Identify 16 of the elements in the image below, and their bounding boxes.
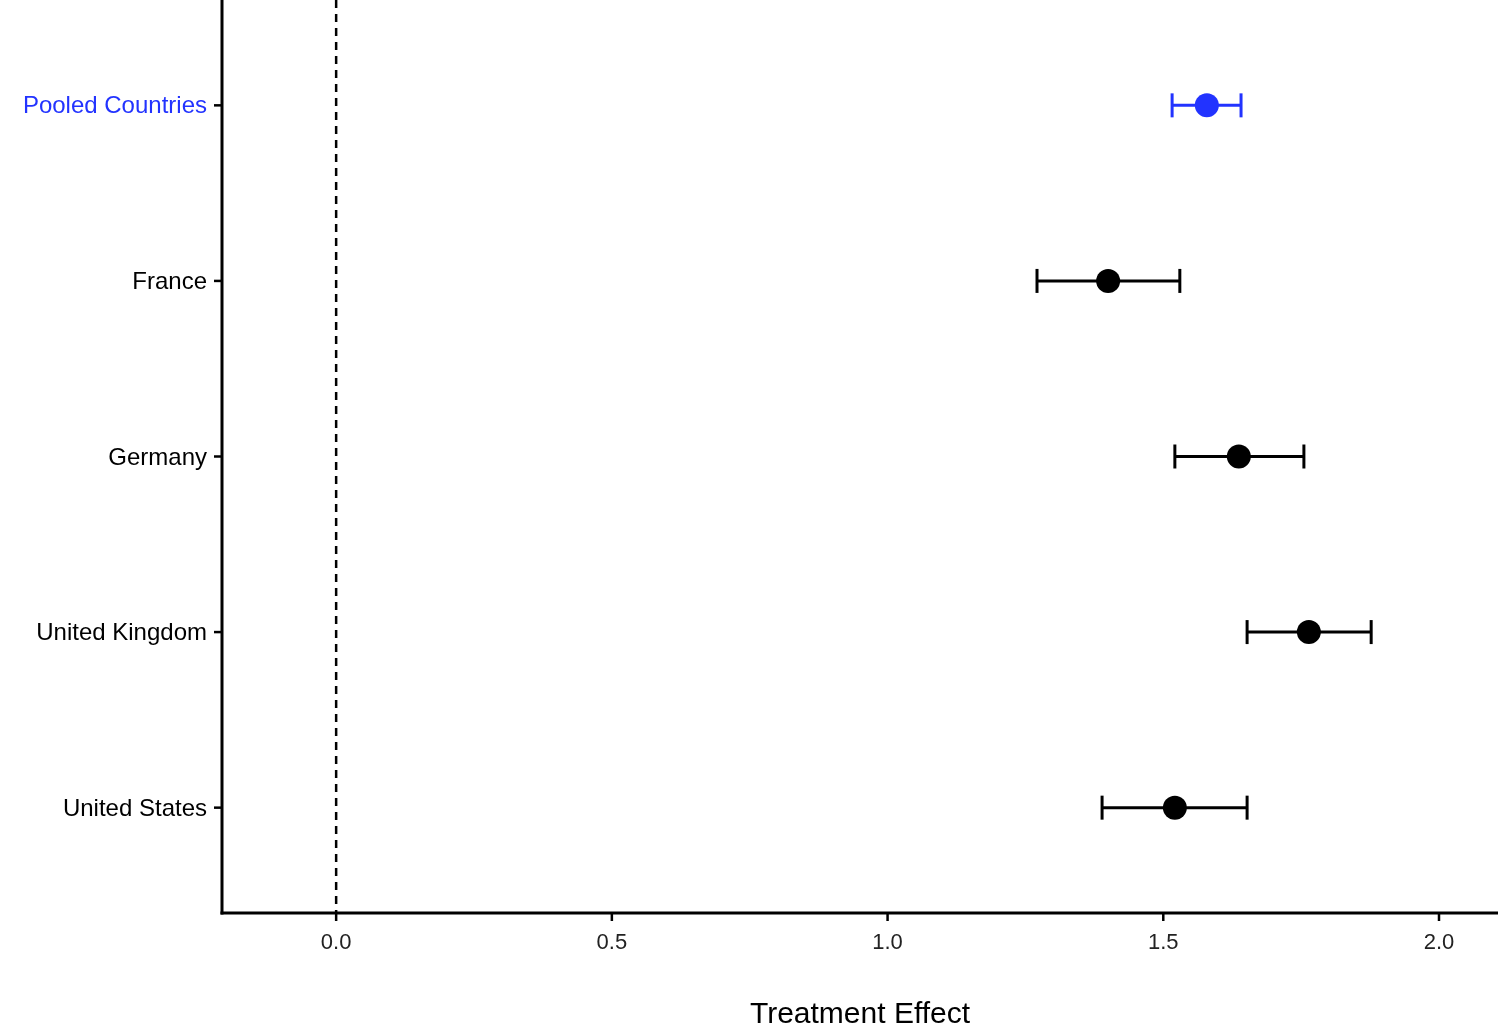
point bbox=[1226, 444, 1251, 469]
point bbox=[1096, 268, 1121, 293]
y-tick-label: France bbox=[132, 266, 207, 294]
point bbox=[1194, 93, 1219, 118]
y-tick-label: Pooled Countries bbox=[22, 91, 207, 119]
x-tick-label: 1.5 bbox=[1147, 929, 1179, 954]
y-tick-label: United States bbox=[62, 793, 207, 821]
y-tick-label: Germany bbox=[108, 442, 207, 470]
x-tick-label: 0.5 bbox=[596, 929, 628, 954]
y-tick-label: United Kingdom bbox=[36, 618, 207, 646]
x-tick-label: 2.0 bbox=[1423, 929, 1455, 954]
x-tick-label: 0.0 bbox=[320, 929, 352, 954]
point bbox=[1162, 795, 1187, 820]
x-axis-title: Treatment Effect bbox=[749, 996, 971, 1027]
x-tick-label: 1.0 bbox=[872, 929, 903, 954]
point bbox=[1296, 620, 1321, 645]
